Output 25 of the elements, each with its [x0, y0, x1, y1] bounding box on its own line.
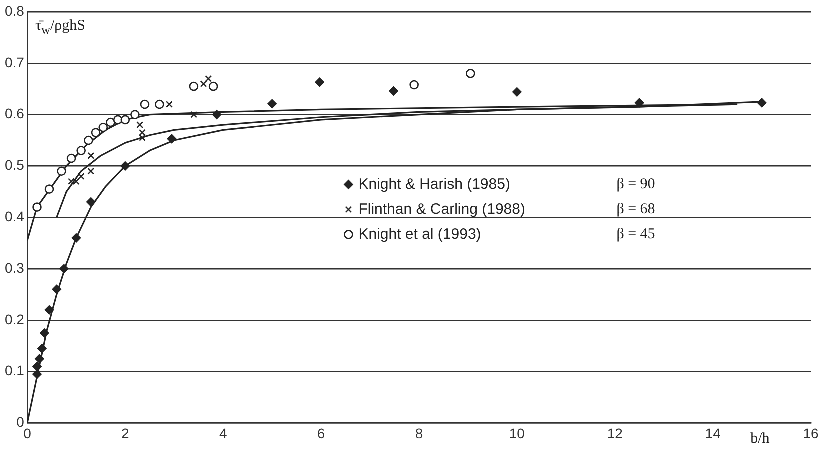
x-tick-label: 8 [415, 425, 424, 442]
x-tick-label: 16 [803, 425, 819, 442]
x-tick-label: 4 [219, 425, 228, 442]
y-tick-label: 0.7 [4, 54, 25, 70]
y-tick-label: 0.1 [4, 362, 25, 379]
y-tick-label: 0.5 [4, 157, 25, 174]
annotation: β = 45 [616, 226, 656, 243]
x-tick-label: 10 [509, 425, 526, 442]
annotation: β = 68 [616, 202, 656, 218]
y-tick-label: 0.4 [4, 208, 25, 224]
x-axis-title: b/h [750, 431, 770, 448]
y-tick-label: 0.2 [4, 311, 25, 328]
legend-label: Knight & Harish (1985) [358, 176, 510, 193]
legend-label: Knight et al (1993) [358, 226, 482, 243]
y-axis-title: τ̄$_{w}$/ρghS [35, 18, 86, 38]
y-tick-label: 0 [16, 414, 25, 430]
x-tick-label: 6 [317, 425, 326, 442]
y-tick-label: 0.8 [4, 2, 25, 19]
annotation: β = 90 [616, 176, 656, 193]
x-tick-label: 2 [122, 425, 130, 442]
y-tick-label: 0.6 [4, 106, 25, 122]
y-tick-label: 0.3 [4, 260, 25, 276]
x-tick-label: 12 [607, 425, 624, 442]
legend-label: Flinthan & Carling (1988) [358, 200, 526, 218]
x-tick-label: 14 [705, 425, 722, 442]
